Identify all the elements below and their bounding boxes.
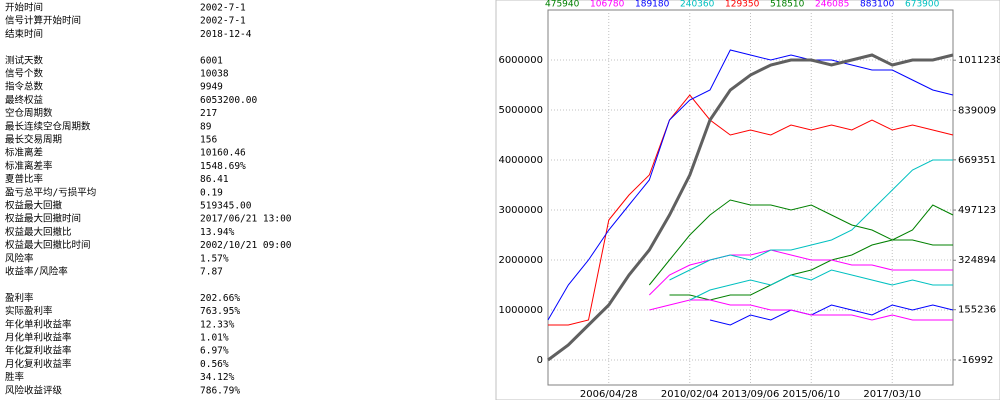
stat-value: 12.33% xyxy=(200,319,235,330)
stat-label: 权益最大回撤比时间 xyxy=(5,239,91,251)
stat-label: 年化单利收益率 xyxy=(5,318,72,330)
stat-label: 实际盈利率 xyxy=(5,305,53,317)
stat-label: 权益最大回撤比 xyxy=(5,226,72,238)
series-line xyxy=(709,304,954,326)
stat-label: 最长交易周期 xyxy=(5,134,62,146)
y2-tick-label: 839009 xyxy=(958,105,996,116)
y-tick-label: 0 xyxy=(537,355,543,366)
stat-value: 2002-7-1 xyxy=(200,16,246,27)
stat-value: 1.01% xyxy=(200,333,229,344)
y-tick-label: 1000000 xyxy=(498,305,543,316)
stat-value: 6053200.00 xyxy=(200,95,257,106)
stat-label: 权益最大回撤 xyxy=(5,200,63,212)
stat-label: 最终权益 xyxy=(5,94,44,106)
stat-label: 测试天数 xyxy=(5,54,44,66)
y-tick-label: 6000000 xyxy=(498,55,543,66)
stat-label: 风险率 xyxy=(5,252,34,264)
y-tick-label: 4000000 xyxy=(498,155,543,166)
stat-label: 信号个数 xyxy=(5,68,44,80)
y-tick-label: 3000000 xyxy=(498,205,543,216)
stat-value: 7.87 xyxy=(200,267,223,278)
stat-label: 月化单利收益率 xyxy=(5,332,72,344)
stat-value: 786.79% xyxy=(200,385,240,396)
x-tick-label: 2013/09/06 xyxy=(722,389,780,400)
stat-value: 10038 xyxy=(200,69,229,80)
series-line xyxy=(669,204,954,301)
stat-label: 收益率/风险率 xyxy=(5,266,68,278)
stat-label: 年化复利收益率 xyxy=(5,345,72,357)
stat-value: 34.12% xyxy=(200,372,235,383)
series-line xyxy=(669,159,953,281)
stat-label: 月化复利收益率 xyxy=(5,358,72,370)
stat-value: 1548.69% xyxy=(200,161,246,172)
series-line xyxy=(689,269,953,301)
stat-label: 指令总数 xyxy=(5,81,44,93)
series-line xyxy=(649,299,953,321)
stat-value: 0.56% xyxy=(200,359,229,370)
stat-value: 1.57% xyxy=(200,253,229,264)
stat-label: 盈利率 xyxy=(5,292,34,304)
stat-value: 86.41 xyxy=(200,174,229,185)
x-tick-label: 2017/03/10 xyxy=(863,389,921,400)
legend-entry: 518510 xyxy=(770,0,805,10)
legend-entry: 240360 xyxy=(680,0,715,10)
y-tick-label: 2000000 xyxy=(498,255,543,266)
stat-label: 权益最大回撤时间 xyxy=(5,213,81,225)
stat-value: 2002-7-1 xyxy=(200,3,246,14)
y2-tick-label: -16992 xyxy=(958,355,993,366)
legend-entry: 246085 xyxy=(815,0,849,10)
y2-tick-label: 497123 xyxy=(958,205,996,216)
stat-value: 2018-12-4 xyxy=(200,29,252,40)
legend-entry: 883100 xyxy=(860,0,895,10)
legend-entry: 475940 xyxy=(545,0,580,10)
y2-tick-label: 1011238 xyxy=(958,55,1000,66)
stat-label: 最长连续空仓周期数 xyxy=(5,120,91,132)
stat-value: 6001 xyxy=(200,55,223,66)
stat-value: 156 xyxy=(200,135,217,146)
stat-value: 89 xyxy=(200,121,212,132)
series-line xyxy=(547,49,954,321)
x-tick-label: 2010/02/04 xyxy=(661,389,719,400)
legend-entry: 189180 xyxy=(635,0,670,10)
stats-panel xyxy=(0,0,496,400)
series-line xyxy=(648,199,953,286)
series-line xyxy=(547,53,954,362)
stat-value: 519345.00 xyxy=(200,201,252,212)
stat-value: 6.97% xyxy=(200,346,229,357)
stat-value: 217 xyxy=(200,108,217,119)
stat-value: 202.66% xyxy=(200,293,240,304)
plot xyxy=(547,10,954,385)
stat-label: 开始时间 xyxy=(5,2,43,14)
legend-entry: 106780 xyxy=(590,0,625,10)
x-tick-label: 2006/04/28 xyxy=(580,389,638,400)
series-line xyxy=(648,249,953,296)
series-line xyxy=(548,94,954,326)
legend-entry: 673900 xyxy=(905,0,940,10)
stat-label: 夏普比率 xyxy=(5,173,44,185)
y2-tick-label: 155236 xyxy=(958,305,996,316)
stat-value: 763.95% xyxy=(200,306,240,317)
stat-label: 结束时间 xyxy=(5,28,43,40)
stat-value: 13.94% xyxy=(200,227,235,238)
y-tick-label: 5000000 xyxy=(498,105,543,116)
stat-label: 标准离差 xyxy=(5,147,43,159)
stat-label: 胜率 xyxy=(5,371,25,383)
stat-value: 2002/10/21 09:00 xyxy=(200,240,292,251)
stat-value: 0.19 xyxy=(200,187,223,198)
y2-tick-label: 669351 xyxy=(958,155,996,166)
stat-label: 空仓周期数 xyxy=(5,107,53,119)
stat-value: 10160.46 xyxy=(200,148,246,159)
legend-entry: 129350 xyxy=(725,0,760,10)
stat-label: 信号计算开始时间 xyxy=(5,15,81,27)
y2-tick-label: 324894 xyxy=(958,255,996,266)
stat-label: 标准离差率 xyxy=(5,160,53,172)
stat-value: 2017/06/21 13:00 xyxy=(200,214,292,225)
stat-label: 盈亏总平均/亏损平均 xyxy=(5,186,96,198)
stat-label: 风险收益评级 xyxy=(5,384,63,396)
x-tick-label: 2015/06/10 xyxy=(782,389,840,400)
stat-value: 9949 xyxy=(200,82,223,93)
